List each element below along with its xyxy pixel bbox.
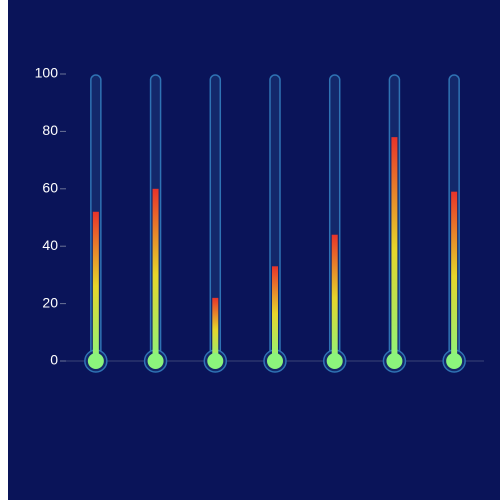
bar (331, 234, 338, 361)
bulb (87, 353, 104, 369)
y-tick-label: 100 (35, 65, 59, 81)
y-tick-label: 60 (42, 180, 58, 196)
bar (391, 137, 398, 361)
bar (92, 211, 99, 361)
bar (272, 266, 278, 361)
y-tick-label: 0 (50, 352, 58, 368)
y-tick-label: 40 (42, 237, 58, 253)
chart-background (8, 0, 500, 500)
y-tick-label: 20 (42, 294, 58, 310)
bar (152, 188, 159, 361)
bulb (326, 353, 343, 369)
y-tick-label: 80 (42, 122, 58, 138)
bulb (446, 353, 463, 369)
bar (212, 297, 219, 361)
bar (451, 191, 458, 361)
bulb (267, 353, 283, 369)
bulb (207, 353, 224, 369)
bulb (147, 353, 164, 369)
bulb (386, 353, 403, 369)
